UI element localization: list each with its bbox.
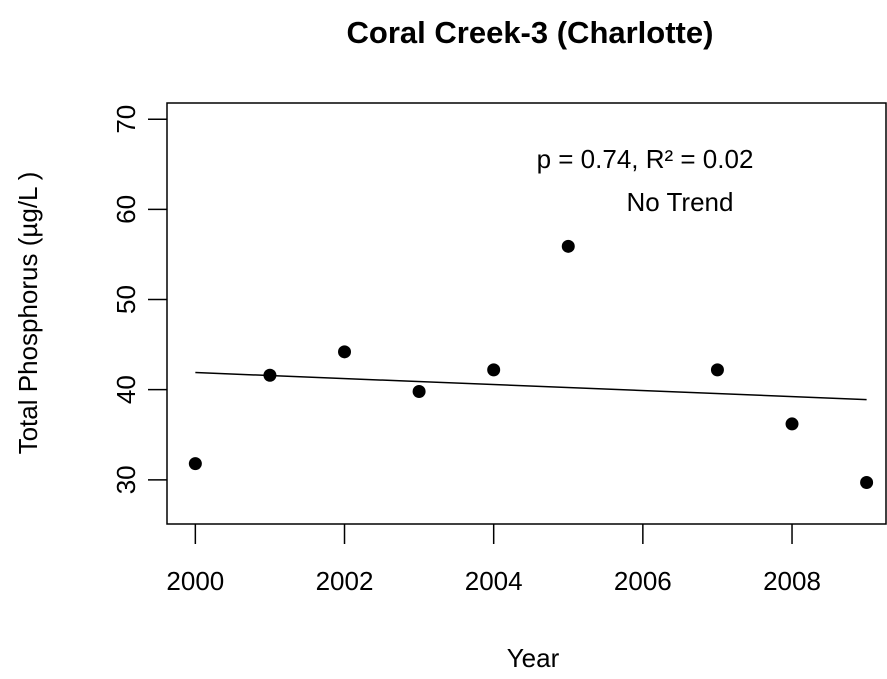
- data-point: [487, 363, 501, 377]
- y-tick-label: 40: [111, 375, 141, 404]
- data-point: [785, 417, 799, 431]
- data-point: [561, 239, 575, 253]
- data-point: [710, 363, 724, 377]
- data-point: [860, 476, 874, 490]
- y-tick-label: 70: [111, 105, 141, 134]
- y-axis-label: Total Phosphorus (µg/L ): [13, 172, 43, 455]
- data-point: [263, 368, 277, 382]
- x-tick-label: 2000: [166, 566, 224, 596]
- x-axis-label: Year: [507, 643, 560, 673]
- data-point: [338, 345, 352, 359]
- data-point: [412, 384, 426, 398]
- annotation: No Trend: [627, 187, 734, 217]
- x-tick-label: 2004: [465, 566, 523, 596]
- x-tick-label: 2008: [763, 566, 821, 596]
- y-tick-label: 60: [111, 195, 141, 224]
- annotation: p = 0.74, R² = 0.02: [537, 144, 754, 174]
- chart-title: Coral Creek-3 (Charlotte): [347, 15, 714, 50]
- trend-line: [195, 371, 867, 401]
- y-tick-label: 50: [111, 285, 141, 314]
- data-point: [188, 457, 202, 471]
- x-tick-label: 2002: [316, 566, 374, 596]
- plot-frame: [166, 102, 887, 525]
- x-tick-label: 2006: [614, 566, 672, 596]
- y-tick-label: 30: [111, 465, 141, 494]
